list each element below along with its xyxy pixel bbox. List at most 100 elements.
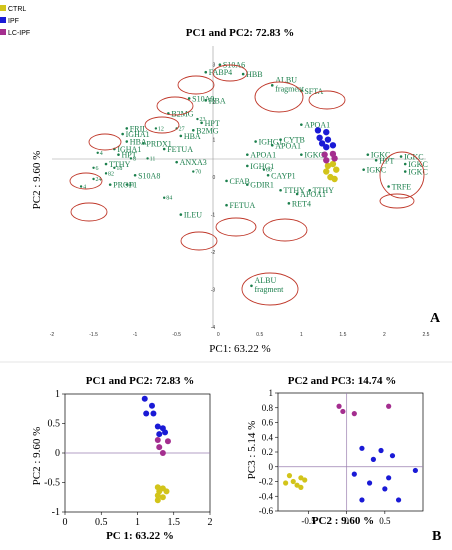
score-point-ipf: [324, 136, 332, 143]
panel-a-y-tick: 3: [212, 63, 215, 69]
y-tick-label: 0.6: [262, 418, 274, 428]
loading-label-albu-fragment: ALBU fragment: [275, 75, 305, 93]
loading-label-b2mg: B2MG: [196, 126, 218, 135]
numbered-point-label: 4: [100, 151, 103, 157]
score-point-ctrl: [283, 480, 289, 486]
numbered-point-label: 27: [179, 126, 185, 132]
score-point-ctrl: [302, 477, 308, 483]
numbered-point-label: 23: [199, 117, 205, 123]
panel-a-y-tick: 1: [212, 138, 215, 144]
loading-point-igkc: [403, 162, 407, 166]
loading-label-fril: FRIL: [130, 124, 147, 133]
score-point-ipf: [370, 456, 376, 462]
score-point-ipf: [382, 486, 388, 492]
loading-point-fetua: [162, 147, 166, 151]
loading-point-b2mg: [191, 129, 195, 132]
loading-point-fabp4: [204, 70, 208, 74]
y-tick-label: 1: [55, 389, 60, 400]
panel-a-x-tick: 1.5: [339, 332, 346, 338]
score-point-lc-ipf: [340, 408, 346, 415]
panel-a-y-tick: 2: [212, 100, 215, 106]
x-tick-label: 2: [208, 517, 213, 528]
panel-a-label: A: [430, 311, 441, 326]
y-tick-label: 0: [269, 462, 274, 472]
loading-point-igkc: [300, 153, 303, 156]
highlight-oval-albu-fragment-upper: [254, 81, 304, 113]
loading-label-igkc: IGKC: [367, 166, 387, 175]
x-tick-label: 0: [63, 517, 68, 528]
legend-swatch-lcipf: [0, 29, 6, 35]
numbered-point: [196, 117, 199, 121]
numbered-point: [163, 196, 166, 199]
numbered-point: [96, 151, 99, 154]
y-tick-label: -1: [52, 507, 60, 518]
score-point-ipf: [143, 410, 150, 417]
panel-a-y-tick: -4: [211, 325, 216, 331]
score-point-ctrl: [163, 488, 170, 495]
numbered-point: [79, 185, 83, 188]
legend-label-ipf: IPF: [8, 18, 19, 25]
numbered-point-label: 24: [96, 177, 102, 183]
loading-label-ileu: ILEU: [184, 211, 202, 220]
score-point-ipf: [386, 475, 392, 481]
score-point-ipf: [378, 447, 384, 454]
loading-point-s10a8: [133, 173, 137, 177]
loading-label-hpt: HPT: [379, 156, 394, 165]
panel-b-right-title: PC2 and PC3: 14.74 %: [288, 375, 396, 387]
loading-point-hpt: [117, 153, 120, 156]
numbered-point: [125, 183, 128, 186]
loading-point-igkc: [366, 153, 370, 156]
loading-label-cfab: CFAB: [230, 177, 250, 186]
loading-point-apoa1: [300, 123, 303, 126]
legend: CTRL IPF LC-IPF: [0, 5, 30, 37]
loading-label-hpt: HPT: [205, 119, 220, 128]
loading-point-fril: [125, 127, 129, 130]
loading-point-anxa3: [175, 160, 178, 164]
score-point-ipf: [412, 467, 418, 474]
panel-a-y-tick: -3: [211, 288, 216, 294]
numbered-point-label: 4: [83, 185, 86, 191]
score-point-lc-ipf: [321, 151, 328, 158]
panel-a-x-tick: 0.5: [256, 332, 263, 338]
highlight-oval-igkc-cluster: [379, 151, 425, 199]
loading-label-anxa3: ANXA3: [180, 158, 207, 167]
loading-label-hba: HBA: [130, 138, 147, 147]
panel-b-left-ylabel: PC2 : 9.60 %: [31, 427, 43, 486]
numbered-point-label: 66: [266, 168, 272, 174]
y-tick-label: 0.5: [48, 419, 61, 430]
numbered-point: [146, 157, 149, 160]
loading-label-fetua: FETUA: [230, 201, 256, 210]
numbered-point-label: 6: [96, 166, 99, 172]
loading-label-igkc: IGKC: [404, 153, 424, 162]
numbered-point-label: 12: [158, 126, 164, 132]
loading-label-line: fragment: [275, 84, 305, 93]
numbered-point: [104, 172, 108, 175]
score-point-ctrl: [331, 175, 338, 183]
loading-label-hba: HBA: [209, 96, 226, 105]
highlight-oval-s10a6: [212, 64, 248, 82]
score-point-ctrl: [329, 160, 337, 168]
panel-a-x-tick: 0: [217, 332, 220, 338]
numbered-point-label: 8: [133, 156, 136, 162]
panel-a-xlabel: PC1: 63.22 %: [209, 343, 270, 355]
score-point-ctrl: [333, 166, 340, 173]
loading-label-cytb: CYTB: [284, 136, 305, 145]
loading-label-tthy: TTHY: [109, 160, 131, 169]
loading-point-s10a6: [218, 63, 222, 67]
loading-point-hpt: [374, 158, 378, 162]
panel-a-x-tick: 2: [383, 332, 386, 338]
highlight-oval-ret4: [262, 218, 308, 242]
loading-label-hba: HBA: [184, 132, 201, 141]
y-tick-label: -0.4: [259, 491, 274, 501]
y-tick-label: -0.2: [259, 477, 273, 487]
score-point-lc-ipf: [323, 157, 330, 164]
panel-a-x-tick: -0.5: [172, 332, 181, 338]
panel-a-title: PC1 and PC2: 72.83 %: [186, 27, 294, 39]
loading-label-igha1: IGHA1: [117, 145, 141, 154]
loading-point-s10a9: [187, 97, 191, 100]
y-tick-label: 0.8: [262, 403, 274, 413]
x-tick-label: 0: [344, 516, 349, 526]
loading-label-fetua: FETUA: [167, 145, 193, 154]
score-point-ipf: [359, 445, 365, 451]
score-point-lc-ipf: [386, 403, 392, 409]
